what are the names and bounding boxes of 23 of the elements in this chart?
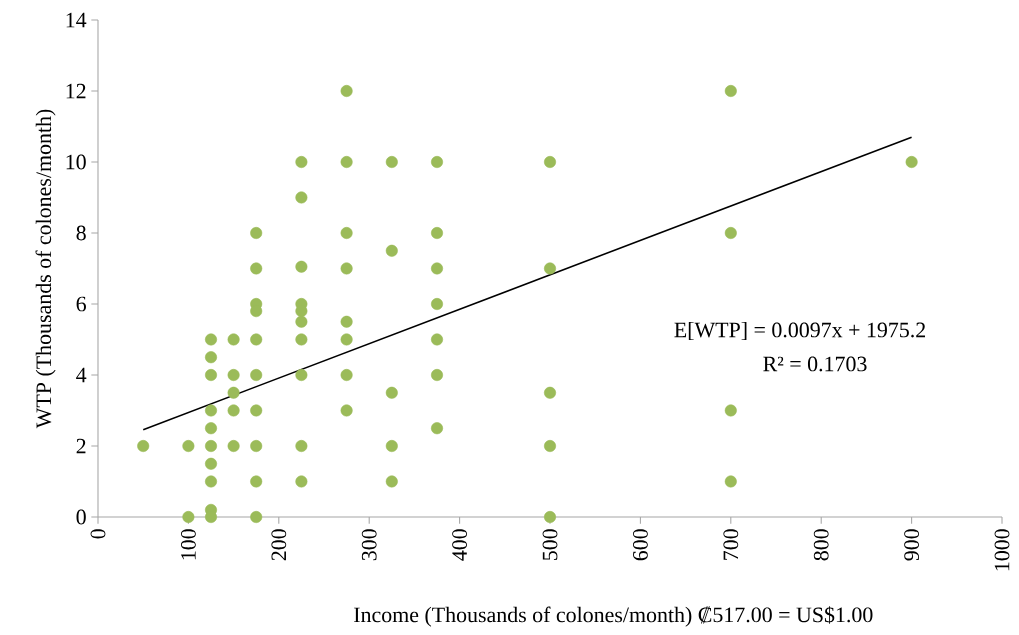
y-tick-label: 4 (76, 367, 87, 383)
x-tick-label: 1000 (994, 529, 1010, 571)
annotation: R² = 0.1703 (763, 356, 867, 372)
y-tick-label: 0 (76, 509, 86, 525)
y-tick-label: 6 (76, 296, 86, 312)
x-tick-label: 900 (904, 529, 919, 561)
x-tick-label: 300 (361, 529, 377, 561)
annotation: E[WTP] = 0.0097x + 1975.2 (674, 321, 926, 341)
x-axis-title: Income (Thousands of colones/month) ₡517.00 = US$1.00 (354, 606, 873, 627)
x-tick-label: 400 (452, 529, 467, 561)
y-tick-label: 8 (76, 225, 86, 241)
x-tick-label: 700 (723, 529, 739, 560)
x-tick-label: 200 (271, 529, 287, 561)
y-tick-label: 10 (66, 154, 86, 170)
x-tick-label: 100 (181, 529, 196, 560)
x-tick-label: 800 (813, 529, 829, 561)
y-tick-label: 2 (76, 438, 86, 454)
x-tick-label: 500 (542, 529, 558, 560)
x-tick-label: 0 (90, 529, 106, 539)
y-tick-label: 14 (66, 12, 87, 28)
x-tick-label: 600 (633, 529, 648, 561)
y-axis-title: WTP (Thousands of colones/month) (35, 109, 56, 429)
y-tick-label: 12 (66, 83, 86, 99)
